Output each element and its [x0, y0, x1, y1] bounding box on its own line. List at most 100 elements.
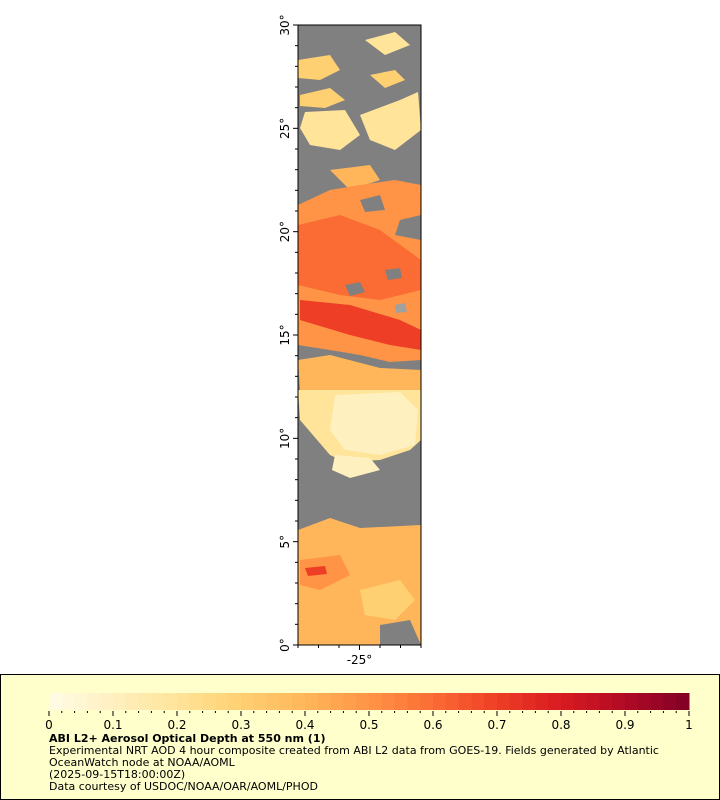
aod-patch: [305, 566, 327, 576]
colorbar-step: [266, 693, 280, 710]
colorbar-step: [612, 693, 626, 710]
colorbar-step: [433, 693, 447, 710]
colorbar-tick-label: 0.4: [295, 718, 314, 732]
aod-patch: [360, 580, 415, 620]
legend-title: ABI L2+ Aerosol Optical Depth at 550 nm …: [49, 732, 326, 745]
colorbar-step: [330, 693, 344, 710]
legend-timestamp: (2025-09-15T18:00:00Z): [49, 768, 186, 781]
colorbar-step: [228, 693, 242, 710]
colorbar-tick-label: 0.1: [103, 718, 122, 732]
colorbar-tick-label: 0.5: [359, 718, 378, 732]
aod-patch: [370, 70, 405, 88]
colorbar-step: [420, 693, 434, 710]
colorbar-step: [151, 693, 165, 710]
no-data-gap: [395, 303, 407, 313]
colorbar-step: [599, 693, 613, 710]
colorbar-step: [87, 693, 101, 710]
colorbar-step: [445, 693, 460, 710]
colorbar-step: [125, 693, 140, 710]
colorbar-step: [305, 693, 319, 710]
colorbar-step: [253, 693, 268, 710]
aod-patch: [300, 88, 345, 108]
colorbar-step: [637, 693, 652, 710]
colorbar-step: [535, 693, 549, 710]
lon-tick-label: -25°: [347, 653, 373, 667]
colorbar-ticks: 0 0.1 0.2 0.3 0.4 0.5 0.6 0.7 0.8 0.9 1: [45, 711, 693, 732]
colorbar-step: [369, 693, 383, 710]
lat-tick-label: 0°: [278, 638, 292, 652]
colorbar-step: [279, 693, 293, 710]
colorbar-step: [138, 693, 152, 710]
colorbar-step: [177, 693, 191, 710]
colorbar-step: [663, 693, 677, 710]
legend-credit: Data courtesy of USDOC/NOAA/OAR/AOML/PHO…: [49, 780, 318, 793]
colorbar-step: [407, 693, 421, 710]
colorbar-ramp: [49, 693, 690, 710]
colorbar-tick-label: 0.2: [167, 718, 186, 732]
colorbar-tick-label: 0.3: [231, 718, 250, 732]
colorbar-step: [548, 693, 562, 710]
colorbar-tick-label: 1: [685, 718, 693, 732]
aod-patch: [300, 110, 360, 150]
colorbar-step: [49, 693, 63, 710]
colorbar-step: [202, 693, 216, 710]
colorbar-step: [74, 693, 88, 710]
longitude-axis: -25°: [297, 645, 422, 667]
colorbar-step: [471, 693, 485, 710]
lat-tick-label: 5°: [278, 535, 292, 549]
aod-patch: [298, 355, 421, 390]
legend-panel: 0 0.1 0.2 0.3 0.4 0.5 0.6 0.7 0.8 0.9 1 ABI L2+ Ae…: [0, 674, 720, 800]
lat-tick-label: 15°: [278, 324, 292, 345]
colorbar-tick-label: 0.9: [615, 718, 634, 732]
map-area: 30° 25° 20° 15° 10° 5° 0° -25°: [278, 14, 422, 667]
colorbar-tick-label: 0.7: [487, 718, 506, 732]
latitude-axis: 30° 25° 20° 15° 10° 5° 0°: [278, 14, 298, 652]
colorbar-step: [381, 693, 396, 710]
colorbar-step: [573, 693, 588, 710]
colorbar-step: [164, 693, 178, 710]
dust-plume-core: [300, 300, 421, 350]
lat-tick-label: 10°: [278, 428, 292, 449]
no-data-gap: [380, 620, 421, 645]
colorbar-tick-label: 0: [45, 718, 53, 732]
colorbar: 0 0.1 0.2 0.3 0.4 0.5 0.6 0.7 0.8 0.9 1: [45, 693, 693, 732]
colorbar-step: [189, 693, 204, 710]
aod-patch: [365, 32, 410, 55]
colorbar-step: [61, 693, 76, 710]
colorbar-step: [215, 693, 229, 710]
colorbar-step: [650, 693, 664, 710]
colorbar-step: [497, 693, 511, 710]
colorbar-step: [509, 693, 524, 710]
aod-patch: [332, 455, 380, 478]
colorbar-step: [676, 693, 690, 710]
no-data-gap: [345, 282, 365, 296]
colorbar-step: [113, 693, 127, 710]
colorbar-tick-label: 0.6: [423, 718, 442, 732]
colorbar-step: [625, 693, 639, 710]
aod-patch: [330, 165, 380, 190]
colorbar-step: [561, 693, 575, 710]
colorbar-step: [394, 693, 408, 710]
aod-patch: [360, 92, 421, 150]
colorbar-step: [586, 693, 600, 710]
legend-description: Experimental NRT AOD 4 hour composite cr…: [49, 744, 659, 769]
lat-tick-label: 20°: [278, 221, 292, 242]
aod-map: 30° 25° 20° 15° 10° 5° 0° -25°: [278, 14, 422, 667]
aod-patch: [330, 392, 418, 455]
colorbar-tick-label: 0.8: [551, 718, 570, 732]
no-data-gap: [385, 268, 402, 280]
colorbar-step: [522, 693, 536, 710]
colorbar-step: [343, 693, 357, 710]
colorbar-step: [100, 693, 114, 710]
colorbar-step: [241, 693, 255, 710]
colorbar-step: [458, 693, 472, 710]
colorbar-step: [292, 693, 306, 710]
map-field: [298, 25, 421, 645]
colorbar-step: [484, 693, 498, 710]
no-data-gap: [360, 195, 385, 212]
colorbar-step: [356, 693, 370, 710]
colorbar-step: [317, 693, 332, 710]
lat-tick-label: 25°: [278, 118, 292, 139]
aod-patch: [298, 55, 340, 80]
lat-tick-label: 30°: [278, 14, 292, 35]
